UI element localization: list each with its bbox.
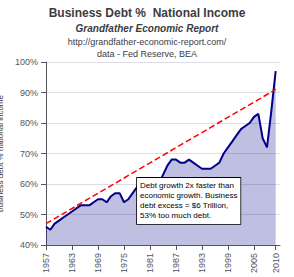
svg-text:80%: 80% <box>20 118 38 128</box>
svg-text:Business Debt % National Inco: Business Debt % National Income <box>49 6 246 20</box>
svg-text:1957: 1957 <box>41 253 51 273</box>
svg-text:debt excess = $6 Trillion,: debt excess = $6 Trillion, <box>140 201 228 210</box>
svg-text:53% too much debt.: 53% too much debt. <box>140 211 211 220</box>
svg-text:100%: 100% <box>15 57 38 67</box>
svg-text:1981: 1981 <box>145 253 155 273</box>
svg-text:data - Fed Reserve, BEA: data - Fed Reserve, BEA <box>97 49 197 59</box>
svg-text:50%: 50% <box>20 210 38 220</box>
svg-text:2010: 2010 <box>271 253 281 273</box>
svg-text:http://grandfather-economic-re: http://grandfather-economic-report.com/ <box>68 37 227 47</box>
svg-text:2005: 2005 <box>249 253 259 273</box>
svg-text:70%: 70% <box>20 149 38 159</box>
svg-text:economic growth. Business: economic growth. Business <box>140 191 237 200</box>
svg-text:1969: 1969 <box>93 253 103 273</box>
svg-text:40%: 40% <box>20 240 38 250</box>
svg-text:1999: 1999 <box>223 253 233 273</box>
svg-text:60%: 60% <box>20 179 38 189</box>
svg-text:90%: 90% <box>20 88 38 98</box>
svg-text:Debt growth 2x faster than: Debt growth 2x faster than <box>140 181 234 190</box>
svg-text:1993: 1993 <box>197 253 207 273</box>
svg-text:Grandfather Economic Report: Grandfather Economic Report <box>76 23 219 34</box>
svg-text:1963: 1963 <box>67 253 77 273</box>
svg-text:business debt % national incom: business debt % national income <box>0 94 5 212</box>
svg-text:1975: 1975 <box>119 253 129 273</box>
svg-text:1987: 1987 <box>171 253 181 273</box>
